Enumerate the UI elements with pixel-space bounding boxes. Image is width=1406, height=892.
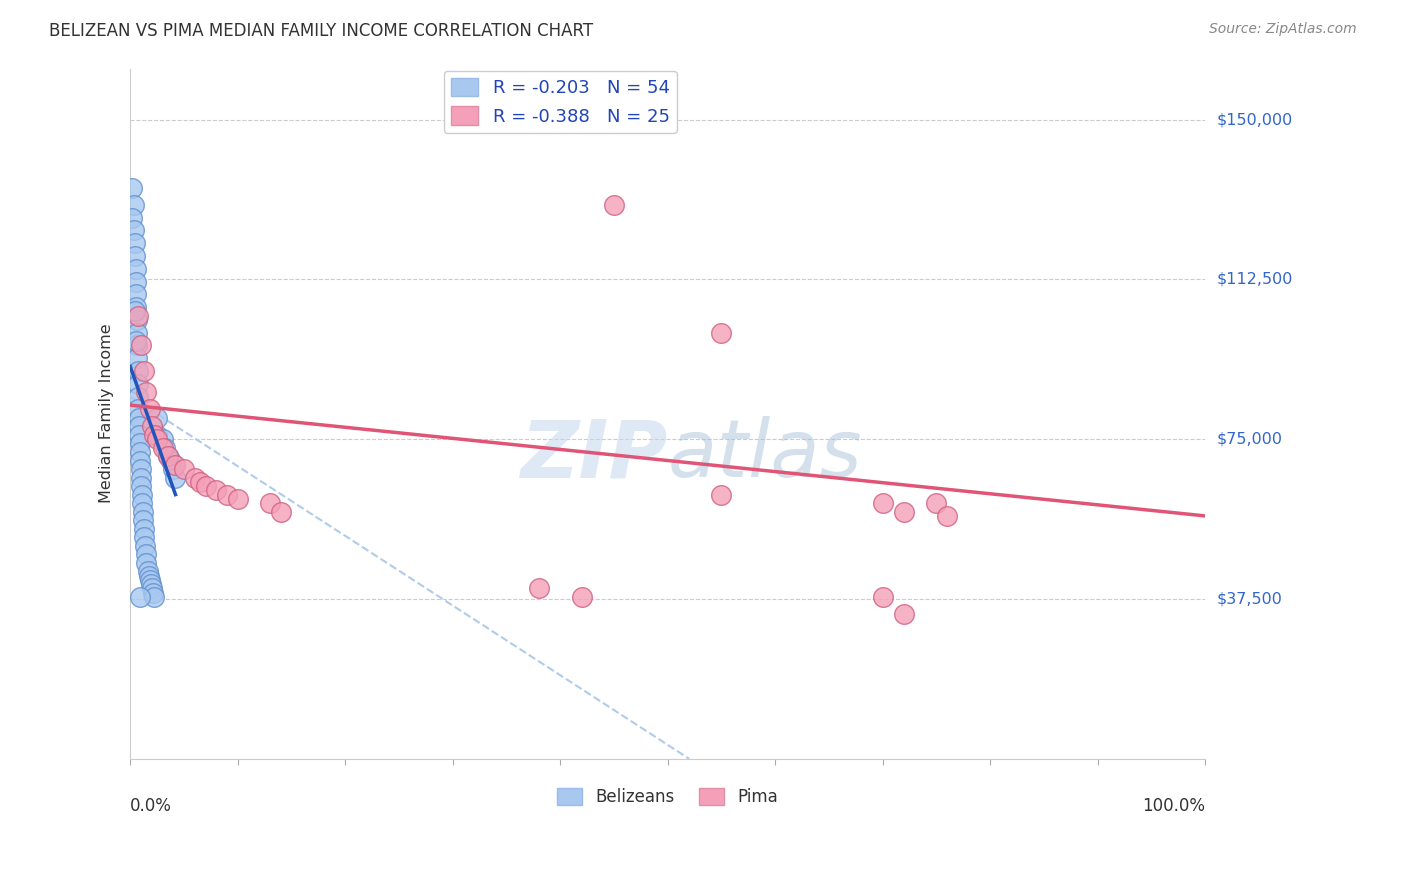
Point xyxy=(134,530,156,544)
Point xyxy=(184,470,207,484)
Point xyxy=(136,564,159,578)
Legend: Belizeans, Pima: Belizeans, Pima xyxy=(550,781,785,813)
Point xyxy=(125,351,148,366)
Point xyxy=(135,556,157,570)
Point xyxy=(129,453,152,467)
Point xyxy=(571,590,593,604)
Text: ZIP: ZIP xyxy=(520,416,668,494)
Point xyxy=(194,479,217,493)
Point xyxy=(141,419,163,434)
Point xyxy=(122,198,145,212)
Text: $112,500: $112,500 xyxy=(1216,272,1292,287)
Text: 100.0%: 100.0% xyxy=(1142,797,1205,814)
Text: $75,000: $75,000 xyxy=(1216,432,1282,447)
Point xyxy=(125,338,148,352)
Point xyxy=(146,428,169,442)
Point xyxy=(125,300,148,314)
Point xyxy=(121,181,143,195)
Text: $150,000: $150,000 xyxy=(1216,112,1292,128)
Point xyxy=(128,428,150,442)
Point xyxy=(160,453,183,467)
Point xyxy=(134,539,156,553)
Point xyxy=(603,198,626,212)
Text: atlas: atlas xyxy=(668,416,862,494)
Point xyxy=(127,376,149,391)
Point xyxy=(162,462,184,476)
Point xyxy=(127,390,149,404)
Point xyxy=(872,590,894,604)
Point xyxy=(129,462,152,476)
Y-axis label: Median Family Income: Median Family Income xyxy=(100,324,114,503)
Point xyxy=(215,487,238,501)
Point xyxy=(138,573,160,587)
Point xyxy=(141,582,163,596)
Point xyxy=(129,590,152,604)
Point xyxy=(125,334,148,349)
Point xyxy=(124,304,146,318)
Point xyxy=(135,547,157,561)
Point xyxy=(143,428,166,442)
Point xyxy=(152,441,174,455)
Point xyxy=(139,577,162,591)
Point xyxy=(146,411,169,425)
Point xyxy=(925,496,948,510)
Point xyxy=(129,445,152,459)
Point xyxy=(173,462,195,476)
Point xyxy=(127,364,149,378)
Point xyxy=(125,326,148,340)
Point xyxy=(131,487,153,501)
Point xyxy=(153,441,176,455)
Point xyxy=(128,411,150,425)
Point xyxy=(142,585,165,599)
Point xyxy=(122,223,145,237)
Point xyxy=(127,402,149,417)
Point xyxy=(138,402,160,417)
Point xyxy=(125,313,148,327)
Point xyxy=(138,568,160,582)
Point xyxy=(134,364,156,378)
Point xyxy=(156,450,179,464)
Point xyxy=(146,432,169,446)
Point xyxy=(226,491,249,506)
Point xyxy=(259,496,281,510)
Point xyxy=(188,475,211,489)
Point xyxy=(165,470,187,484)
Text: Source: ZipAtlas.com: Source: ZipAtlas.com xyxy=(1209,22,1357,37)
Text: $37,500: $37,500 xyxy=(1216,591,1282,607)
Point xyxy=(893,607,915,621)
Point xyxy=(121,211,143,225)
Point xyxy=(205,483,228,498)
Point xyxy=(128,419,150,434)
Point xyxy=(131,496,153,510)
Point xyxy=(127,309,149,323)
Point xyxy=(124,236,146,251)
Point xyxy=(125,261,148,276)
Point xyxy=(135,385,157,400)
Point xyxy=(710,487,733,501)
Point xyxy=(527,582,550,596)
Point xyxy=(134,522,156,536)
Point xyxy=(125,275,148,289)
Point xyxy=(152,432,174,446)
Point xyxy=(143,590,166,604)
Point xyxy=(124,249,146,263)
Point xyxy=(165,458,187,472)
Point xyxy=(132,505,155,519)
Text: 0.0%: 0.0% xyxy=(131,797,172,814)
Point xyxy=(893,505,915,519)
Text: BELIZEAN VS PIMA MEDIAN FAMILY INCOME CORRELATION CHART: BELIZEAN VS PIMA MEDIAN FAMILY INCOME CO… xyxy=(49,22,593,40)
Point xyxy=(270,505,292,519)
Point xyxy=(129,479,152,493)
Point xyxy=(129,338,152,352)
Point xyxy=(132,513,155,527)
Point xyxy=(129,436,152,450)
Point xyxy=(125,287,148,301)
Point xyxy=(129,470,152,484)
Point xyxy=(936,508,959,523)
Point xyxy=(156,450,179,464)
Point xyxy=(872,496,894,510)
Point xyxy=(710,326,733,340)
